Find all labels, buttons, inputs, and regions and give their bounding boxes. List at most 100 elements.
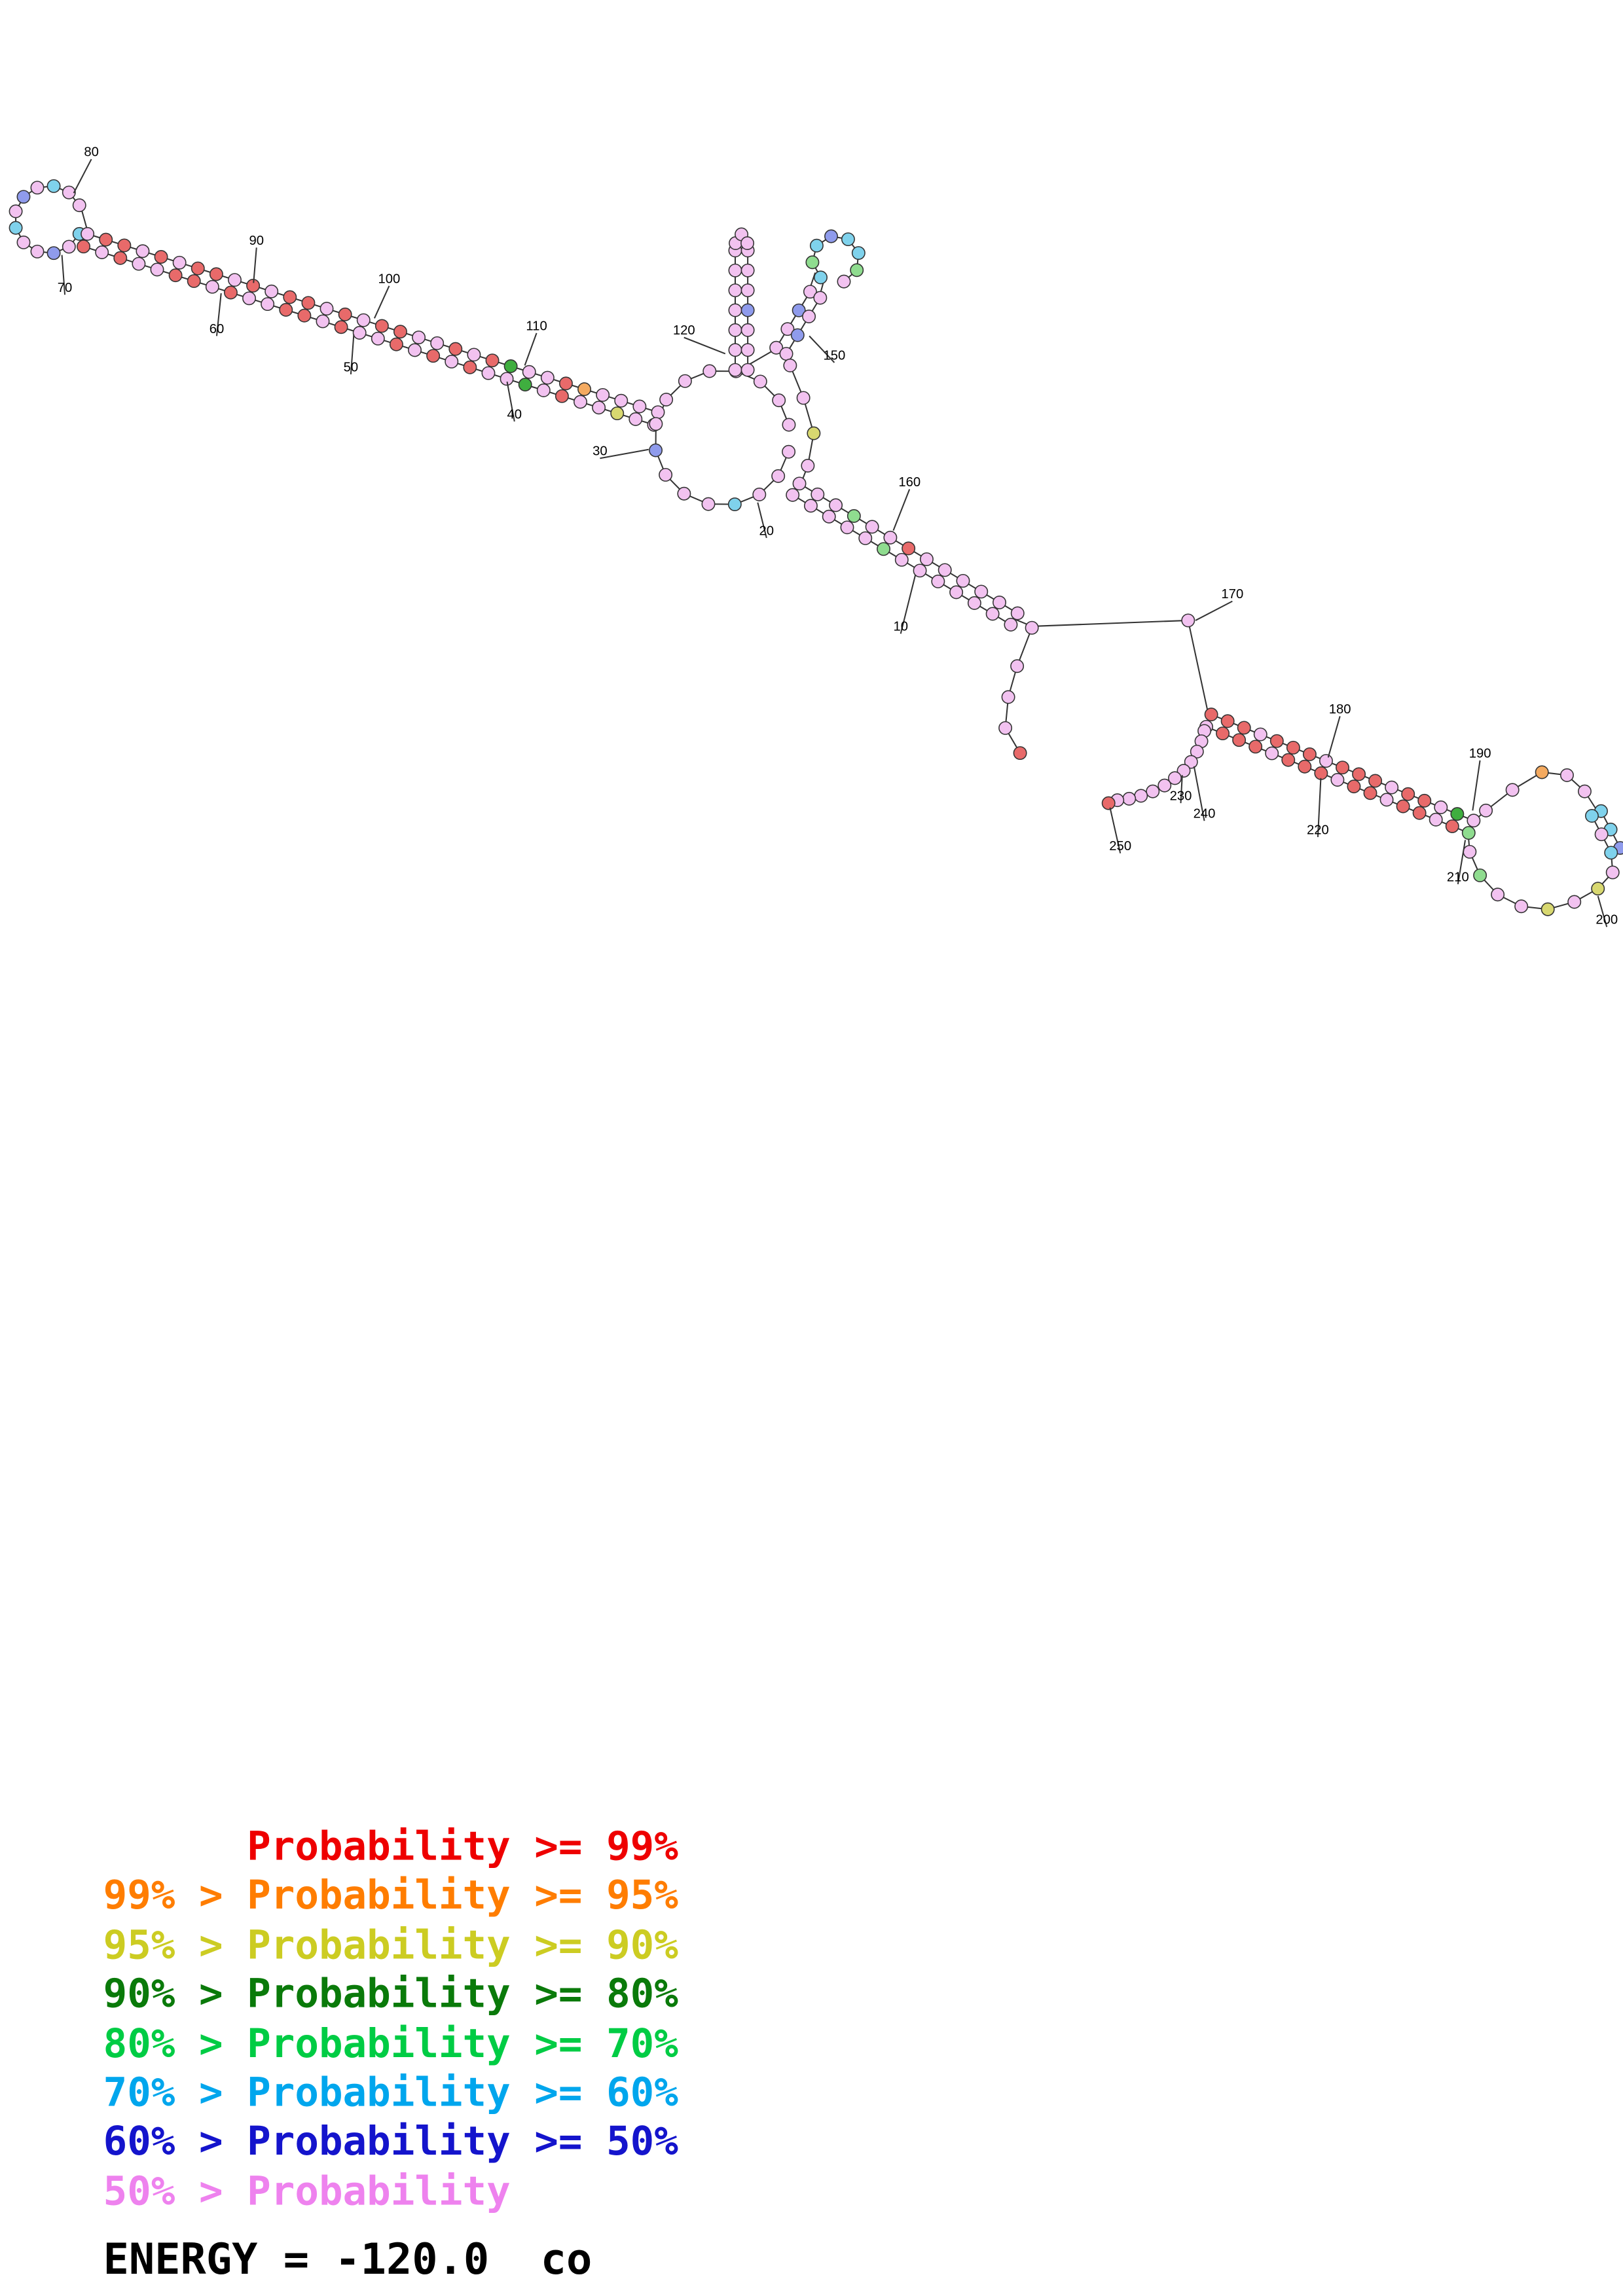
nucleotide-node: [536, 383, 551, 397]
nucleotide-node: [1429, 812, 1443, 827]
nucleotide-node: [841, 232, 855, 247]
nucleotide-node: [132, 257, 146, 271]
nucleotide-node: [1010, 606, 1025, 620]
nucleotide-node: [1385, 780, 1399, 795]
nucleotide-node: [1319, 754, 1333, 768]
nucleotide-node: [136, 244, 150, 259]
nucleotide-node: [902, 541, 916, 556]
nucleotide-node: [319, 302, 334, 316]
nucleotide-node: [30, 181, 45, 195]
nucleotide-node: [1168, 771, 1182, 785]
probability-legend: Probability >= 99% 99% > Probability >= …: [103, 1824, 679, 2215]
energy-label: ENERGY = -120.0 co: [103, 2234, 593, 2284]
nucleotide-node: [1514, 899, 1529, 914]
nucleotide-node: [99, 232, 113, 247]
nucleotide-node: [894, 552, 909, 567]
nucleotide-node: [1401, 787, 1415, 801]
nucleotide-node: [555, 389, 569, 403]
nucleotide-node: [801, 459, 815, 473]
nucleotide-node: [740, 363, 755, 377]
nucleotide-node: [919, 552, 934, 566]
position-label-80: 80: [84, 145, 99, 160]
nucleotide-node: [1473, 868, 1487, 882]
nucleotide-node: [813, 291, 828, 305]
nucleotide-node: [430, 336, 445, 350]
nucleotide-node: [913, 564, 927, 578]
nucleotide-node: [1220, 714, 1235, 728]
nucleotide-node: [1577, 784, 1592, 798]
nucleotide-node: [956, 573, 970, 588]
nucleotide-node: [168, 268, 183, 283]
nucleotide-node: [740, 303, 755, 317]
nucleotide-node: [540, 370, 555, 385]
nucleotide-node: [1567, 895, 1582, 909]
nucleotide-node: [786, 488, 800, 502]
nucleotide-node: [46, 246, 61, 260]
nucleotide-node: [242, 291, 257, 306]
nucleotide-node: [154, 250, 168, 264]
nucleotide-node: [792, 476, 807, 491]
nucleotide-node: [1004, 617, 1018, 632]
nucleotide-node: [1216, 726, 1230, 741]
nucleotide-node: [518, 378, 532, 392]
nucleotide-node: [279, 302, 293, 317]
legend-line-p99: Probability >= 99%: [103, 1824, 679, 1870]
nucleotide-node: [782, 444, 796, 459]
nucleotide-node: [771, 469, 786, 483]
nucleotide-node: [1010, 659, 1025, 673]
nucleotide-node: [172, 255, 187, 270]
nucleotide-node: [408, 343, 422, 357]
nucleotide-node: [792, 303, 806, 317]
nucleotide-node: [753, 374, 767, 389]
nucleotide-node: [596, 387, 610, 402]
nucleotide-node: [1463, 844, 1477, 859]
position-label-150: 150: [824, 348, 846, 363]
nucleotide-node: [1176, 764, 1191, 778]
position-label-170: 170: [1221, 587, 1243, 601]
nucleotide-node: [62, 240, 76, 254]
nucleotide-node: [1184, 755, 1198, 769]
nucleotide-node: [150, 262, 164, 277]
nucleotide-node: [1232, 733, 1247, 747]
nucleotide-node: [1368, 774, 1383, 788]
nucleotide-node: [802, 310, 816, 323]
nucleotide-node: [81, 226, 95, 241]
nucleotide-node: [1134, 789, 1148, 803]
position-label-70: 70: [58, 281, 73, 295]
legend-line-p90-95: 95% > Probability >= 90%: [103, 1922, 679, 1968]
nucleotide-node: [463, 360, 477, 374]
nucleotide-node: [701, 497, 716, 511]
legend-line-p50: 50% > Probability: [103, 2168, 511, 2214]
nucleotide-node: [728, 363, 742, 377]
position-label-250: 250: [1109, 839, 1131, 853]
nucleotide-node: [677, 486, 691, 501]
nucleotide-node: [16, 235, 31, 249]
position-label-110: 110: [526, 319, 547, 333]
nucleotide-node: [796, 391, 811, 405]
nucleotide-node: [1013, 746, 1027, 761]
nucleotide-node: [1491, 888, 1505, 902]
position-label-190: 190: [1469, 746, 1491, 761]
nucleotide-node: [448, 342, 463, 356]
nucleotide-node: [1101, 796, 1116, 810]
nucleotide-node: [1025, 620, 1039, 635]
nucleotide-node: [1146, 784, 1160, 798]
nucleotide-node: [1286, 740, 1300, 755]
position-label-240: 240: [1194, 807, 1216, 821]
nucleotide-node: [783, 358, 797, 372]
nucleotide-node: [1461, 826, 1476, 840]
nucleotide-node: [811, 487, 825, 501]
nucleotide-node: [577, 382, 592, 397]
nucleotide-node: [1181, 613, 1195, 628]
nucleotide-node: [187, 274, 201, 288]
nucleotide-node: [659, 467, 673, 482]
nucleotide-node: [558, 376, 573, 391]
nucleotide-node: [1417, 793, 1432, 808]
nucleotide-node: [261, 297, 275, 312]
nucleotide-node: [998, 721, 1013, 735]
nucleotide-node: [481, 366, 496, 380]
nucleotide-node: [246, 278, 261, 293]
nucleotide-node: [445, 354, 459, 368]
nucleotide-node: [1204, 708, 1218, 722]
